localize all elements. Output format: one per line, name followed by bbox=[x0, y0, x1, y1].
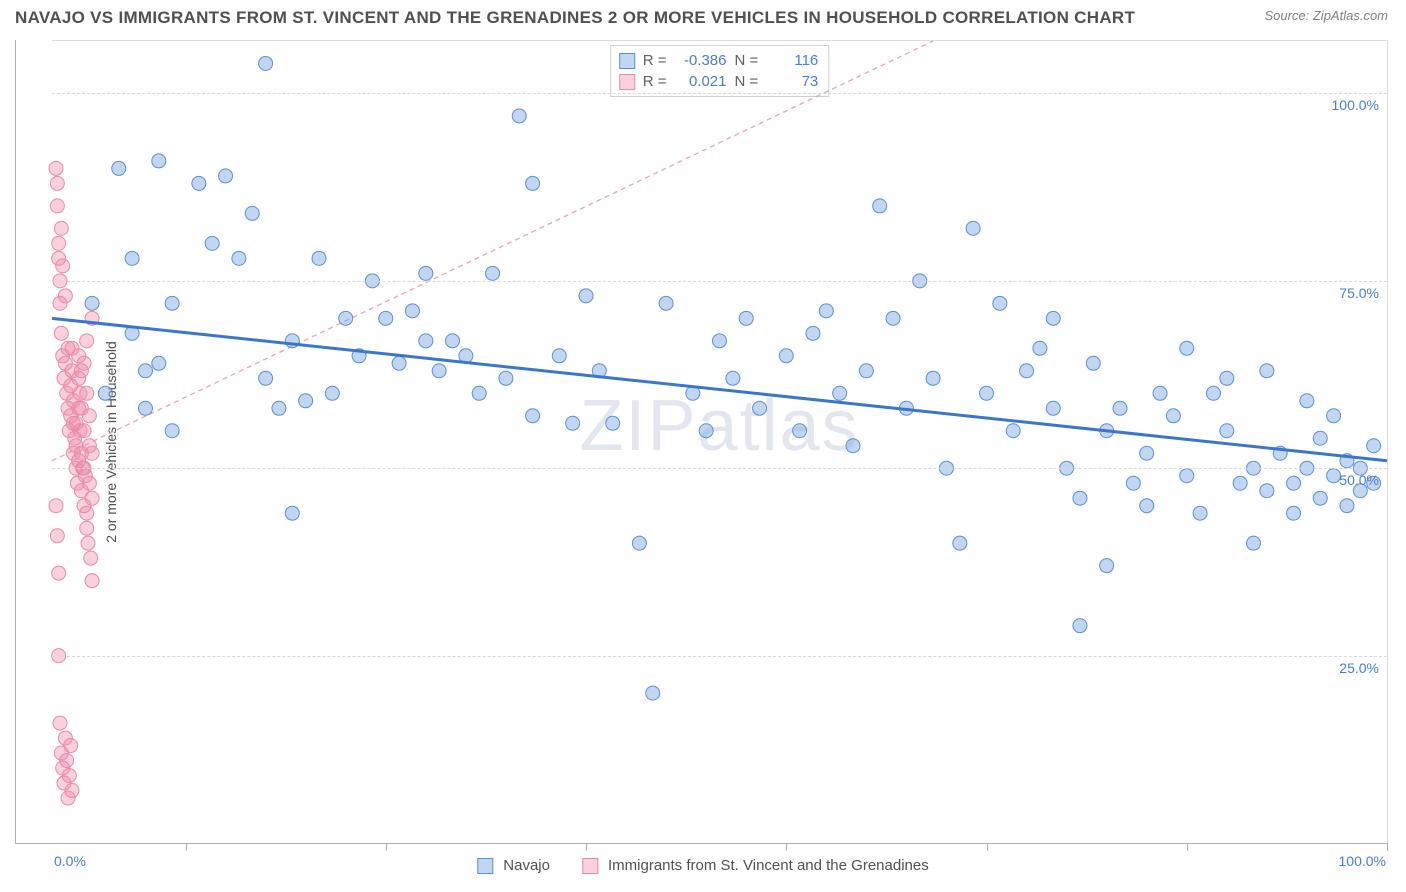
x-tick bbox=[1187, 843, 1188, 851]
y-tick-label: 100.0% bbox=[1332, 97, 1379, 113]
bottom-legend: Navajo Immigrants from St. Vincent and t… bbox=[477, 857, 928, 874]
x-tick bbox=[1387, 843, 1388, 851]
gridline bbox=[52, 468, 1387, 469]
gridline bbox=[52, 93, 1387, 94]
scatter-svg bbox=[52, 41, 1387, 843]
x-min-label: 0.0% bbox=[54, 853, 86, 869]
plot-area: ZIPatlas R = -0.386 N = 116 R = 0.021 N … bbox=[52, 40, 1388, 843]
series-name-1: Navajo bbox=[503, 857, 550, 874]
y-tick-label: 50.0% bbox=[1339, 472, 1379, 488]
x-tick bbox=[586, 843, 587, 851]
chart-container: 2 or more Vehicles in Household ZIPatlas… bbox=[15, 40, 1388, 844]
source-label: Source: ZipAtlas.com bbox=[1264, 8, 1388, 23]
x-tick bbox=[186, 843, 187, 851]
x-max-label: 100.0% bbox=[1339, 853, 1386, 869]
series-name-2: Immigrants from St. Vincent and the Gren… bbox=[608, 857, 929, 874]
x-tick bbox=[786, 843, 787, 851]
y-tick-label: 75.0% bbox=[1339, 285, 1379, 301]
bottom-swatch-1 bbox=[477, 858, 493, 874]
chart-title: NAVAJO VS IMMIGRANTS FROM ST. VINCENT AN… bbox=[15, 8, 1135, 28]
x-tick bbox=[386, 843, 387, 851]
gridline bbox=[52, 281, 1387, 282]
bottom-swatch-2 bbox=[582, 858, 598, 874]
x-tick bbox=[987, 843, 988, 851]
gridline bbox=[52, 656, 1387, 657]
y-tick-label: 25.0% bbox=[1339, 660, 1379, 676]
